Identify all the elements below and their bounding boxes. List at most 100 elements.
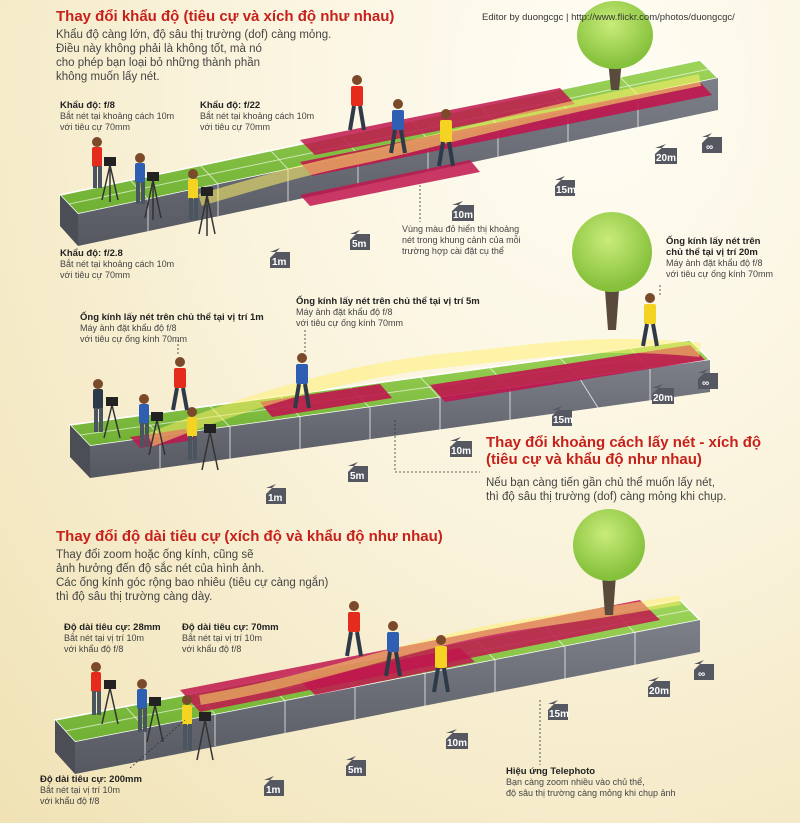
- p2-photographer-yellow: [187, 407, 219, 471]
- label-heading: Ống kính lấy nét trên chủ thể tại vị trí…: [80, 312, 264, 323]
- p3-dist-infinity: ∞: [698, 669, 705, 680]
- panel2-line: thì độ sâu thị trường (dof) càng mỏng kh…: [486, 491, 727, 503]
- label-sub: Bắt nét tại vị trí 10m: [182, 633, 263, 643]
- p3-dist-10m: 10m: [447, 738, 467, 749]
- panel3-tree: [573, 509, 645, 615]
- p2-photographer-red: [93, 379, 121, 439]
- label-sub: Bắt nét tại vị trí 10m: [40, 785, 121, 795]
- label-sub: Máy ảnh đặt khẩu độ f/8: [296, 307, 393, 317]
- subject-yellow: [437, 109, 455, 167]
- panel1-title: Thay đổi khẩu độ (tiêu cự và xích độ như…: [56, 8, 395, 25]
- panel3-distance-markers: 1m 5m 10m 15m 20m ∞: [264, 660, 714, 796]
- panel1-focus-note: Vùng màu đỏ hiển thị khoảng nét trong kh…: [402, 224, 521, 257]
- panel1-label-f28: Khẩu độ: f/2.8 Bắt nét tại khoảng cách 1…: [60, 248, 174, 281]
- panel1-line: Điều này không phải là không tốt, mà nó: [56, 43, 262, 55]
- label-sub: với tiêu cự 70mm: [200, 122, 270, 132]
- p2-dist-infinity: ∞: [702, 378, 709, 389]
- p2-subject-blue: [293, 353, 311, 409]
- dist-20m-label: 20m: [656, 153, 676, 164]
- note-line: nét trong khung cảnh của mỗi: [402, 235, 521, 245]
- label-heading: Khẩu độ: f/2.8: [60, 248, 123, 259]
- panel2-label-1m: Ống kính lấy nét trên chủ thể tại vị trí…: [80, 312, 264, 345]
- label-sub: với tiêu cự 70mm: [60, 122, 130, 132]
- photographer-yellow: [188, 169, 216, 236]
- panel3-label-28mm: Độ dài tiêu cự: 28mm Bắt nét tại vị trí …: [64, 622, 161, 655]
- label-sub: với khẩu độ f/8: [64, 644, 124, 654]
- panel1-description: Khẩu độ càng lớn, độ sâu thị trường (dof…: [56, 28, 376, 84]
- p2-dist-15m: 15m: [553, 415, 573, 426]
- panel2-description: Nếu bạn càng tiến gần chủ thể muốn lấy n…: [486, 476, 726, 504]
- panel2-title: Thay đổi khoảng cách lấy nét - xích độ (…: [486, 434, 761, 468]
- panel1-label-f8: Khẩu độ: f/8 Bắt nét tại khoảng cách 10m…: [60, 100, 174, 133]
- label-sub: với tiêu cự 70mm: [60, 270, 130, 280]
- subject-red: [348, 75, 366, 131]
- p3-dist-20m: 20m: [649, 686, 669, 697]
- panel3-description: Thay đổi zoom hoặc ống kính, cũng sẽ ảnh…: [56, 548, 376, 604]
- panel3-title: Thay đổi độ dài tiêu cự (xích độ và khẩu…: [56, 528, 443, 545]
- note-line: trường hợp cài đặt cụ thể: [402, 246, 504, 256]
- label-sub: Bạn càng zoom nhiều vào chủ thể,: [506, 777, 645, 787]
- label-sub: với khẩu độ f/8: [40, 796, 100, 806]
- panel2-board: [68, 338, 712, 478]
- label-sub: Bắt nét tại khoảng cách 10m: [60, 111, 175, 121]
- label-sub: với tiêu cự ống kính 70mm: [80, 334, 187, 344]
- p3-dist-5m: 5m: [348, 765, 363, 776]
- p3-dist-1m: 1m: [266, 785, 281, 796]
- p3-dist-15m: 15m: [549, 709, 569, 720]
- panel3-line: thì độ sâu thị trường càng dày.: [56, 591, 213, 603]
- panel2-distance-markers: 1m 5m 10m 15m 20m ∞: [266, 369, 718, 504]
- photographer-red: [92, 137, 119, 202]
- panel3-line: Thay đổi zoom hoặc ống kính, cũng sẽ: [56, 549, 254, 561]
- p2-dist-10m: 10m: [451, 446, 471, 457]
- credit-text: Editor by duongcgc | http://www.flickr.c…: [482, 12, 735, 23]
- panel1-subjects: [348, 75, 455, 167]
- label-heading: Khẩu độ: f/8: [60, 100, 115, 111]
- label-heading: Hiệu ứng Telephoto: [506, 766, 596, 777]
- panel3-telephoto-note: Hiệu ứng Telephoto Bạn càng zoom nhiều v…: [506, 766, 676, 799]
- panel3-subjects: [345, 601, 450, 693]
- p2-dist-1m: 1m: [268, 493, 283, 504]
- panel2-label-5m: Ống kính lấy nét trên chủ thể tại vị trí…: [296, 296, 480, 329]
- label-sub: độ sâu thị trường càng mỏng khi chụp ảnh: [506, 788, 676, 798]
- panel3-board: [53, 595, 702, 774]
- label-sub: Máy ảnh đặt khẩu độ f/8: [666, 258, 763, 268]
- panel2-photographers: [93, 379, 219, 471]
- p2-dist-5m: 5m: [350, 471, 365, 482]
- label-heading: Độ dài tiêu cự: 200mm: [40, 774, 142, 785]
- label-heading: Ống kính lấy nét trên: [666, 236, 761, 247]
- label-heading: Độ dài tiêu cự: 28mm: [64, 622, 161, 633]
- p3-photographer-red: [91, 662, 119, 725]
- panel2-line: Nếu bạn càng tiến gần chủ thể muốn lấy n…: [486, 477, 715, 489]
- dist-10m-label: 10m: [453, 210, 473, 221]
- panel2-subjects: [171, 293, 659, 411]
- panel3-line: Các ống kính góc rộng bao nhiêu (tiêu cự…: [56, 577, 329, 589]
- note-line: Vùng màu đỏ hiển thị khoảng: [402, 224, 520, 234]
- label-heading: chủ thể tại vị trí 20m: [666, 247, 758, 258]
- panel1-tree: [577, 1, 653, 90]
- panel1-distance-markers: 1m 5m 10m 15m 20m ∞: [270, 133, 722, 268]
- panel2-tree: [572, 212, 652, 330]
- panel1-line: Khẩu độ càng lớn, độ sâu thị trường (dof…: [56, 29, 332, 41]
- panel1-label-f22: Khẩu độ: f/22 Bắt nét tại khoảng cách 10…: [200, 100, 314, 133]
- subject-blue: [389, 99, 407, 154]
- panel3-line: ảnh hưởng đến độ sắc nét của hình ảnh.: [56, 563, 265, 575]
- dist-15m-label: 15m: [556, 185, 576, 196]
- photographer-blue: [135, 153, 162, 220]
- p2-subject-red: [171, 357, 189, 411]
- label-sub: với khẩu độ f/8: [182, 644, 242, 654]
- label-sub: Bắt nét tại khoảng cách 10m: [60, 259, 175, 269]
- label-sub: với tiêu cự ống kính 70mm: [296, 318, 403, 328]
- panel2-title-line: Thay đổi khoảng cách lấy nét - xích độ: [486, 434, 762, 451]
- p2-dist-20m: 20m: [653, 393, 673, 404]
- panel1-line: không muốn lấy nét.: [56, 71, 160, 83]
- panel2-title-line: (tiêu cự và khẩu độ như nhau): [486, 451, 702, 468]
- panel3-label-200mm: Độ dài tiêu cự: 200mm Bắt nét tại vị trí…: [40, 774, 142, 807]
- p3-subject-red: [345, 601, 363, 657]
- dist-5m-label: 5m: [352, 239, 367, 250]
- p3-subject-yellow: [432, 635, 450, 693]
- dist-1m-label: 1m: [272, 257, 287, 268]
- label-heading: Khẩu độ: f/22: [200, 100, 261, 111]
- p3-photographer-blue: [137, 679, 164, 743]
- panel3-label-70mm: Độ dài tiêu cự: 70mm Bắt nét tại vị trí …: [182, 622, 279, 655]
